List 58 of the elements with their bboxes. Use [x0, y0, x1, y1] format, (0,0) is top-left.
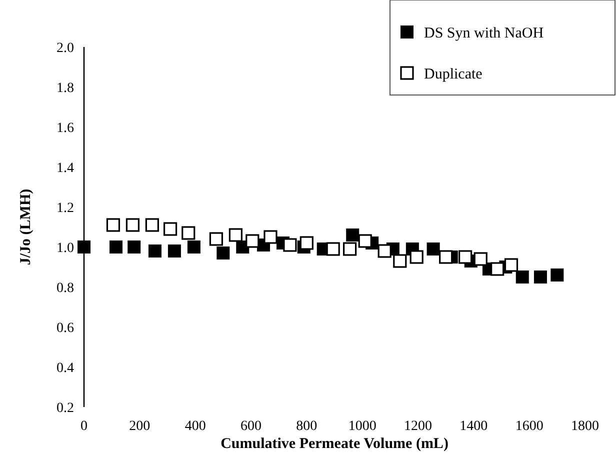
- y-axis-title: J/Jo (LMH): [18, 188, 34, 266]
- x-tick-label: 800: [296, 419, 318, 434]
- point: [358, 234, 372, 248]
- point: [216, 246, 230, 260]
- point: [474, 252, 488, 266]
- x-tick-label: 200: [129, 419, 150, 434]
- point: [534, 270, 547, 284]
- legend-label: Duplicate: [424, 66, 483, 82]
- point: [106, 218, 120, 232]
- y-tick-label: 0.6: [56, 320, 74, 336]
- point: [126, 218, 140, 232]
- point: [78, 240, 90, 254]
- y-tick-label: 1.2: [56, 200, 74, 216]
- point: [346, 228, 360, 242]
- point: [393, 254, 407, 268]
- x-tick-label: 1000: [348, 419, 376, 434]
- point: [439, 250, 453, 264]
- y-tick-label: 1.4: [56, 160, 74, 176]
- point: [458, 250, 472, 264]
- x-tick-label: 1200: [404, 419, 432, 434]
- legend-label: DS Syn with NaOH: [424, 25, 544, 42]
- y-tick-label: 0.8: [56, 280, 74, 296]
- y-tick-label: 1.8: [56, 80, 74, 96]
- point: [168, 244, 181, 258]
- point: [228, 228, 242, 242]
- point: [148, 244, 162, 258]
- point: [209, 232, 224, 246]
- point: [326, 242, 340, 256]
- y-tick-label: 1.6: [56, 120, 74, 136]
- point: [110, 240, 123, 254]
- y-tick-label: 0.4: [56, 360, 74, 376]
- x-tick-label: 0: [80, 419, 88, 434]
- x-axis-title: Cumulative Permeate Volume (mL): [220, 436, 448, 452]
- x-tick-label: 1400: [460, 419, 488, 434]
- point: [163, 222, 178, 236]
- y-tick-label: 1.0: [56, 240, 74, 256]
- point: [283, 238, 297, 252]
- point: [516, 270, 529, 284]
- point: [182, 226, 196, 240]
- x-tick-label: 400: [184, 419, 206, 434]
- x-tick-label: 600: [240, 419, 262, 434]
- x-tick-label: 1800: [571, 419, 599, 434]
- point: [343, 242, 357, 256]
- x-tick-label: 1600: [515, 419, 544, 434]
- point: [128, 240, 141, 254]
- point: [426, 242, 440, 256]
- point: [246, 234, 260, 248]
- y-tick-label: 2.0: [56, 40, 74, 56]
- point: [410, 250, 424, 264]
- point: [300, 236, 314, 250]
- y-tick-label: 0.2: [56, 400, 74, 416]
- point: [264, 230, 278, 244]
- point: [550, 268, 564, 282]
- point: [145, 218, 159, 232]
- point: [504, 258, 518, 272]
- point: [378, 244, 392, 258]
- point: [187, 240, 200, 254]
- point: [490, 262, 504, 276]
